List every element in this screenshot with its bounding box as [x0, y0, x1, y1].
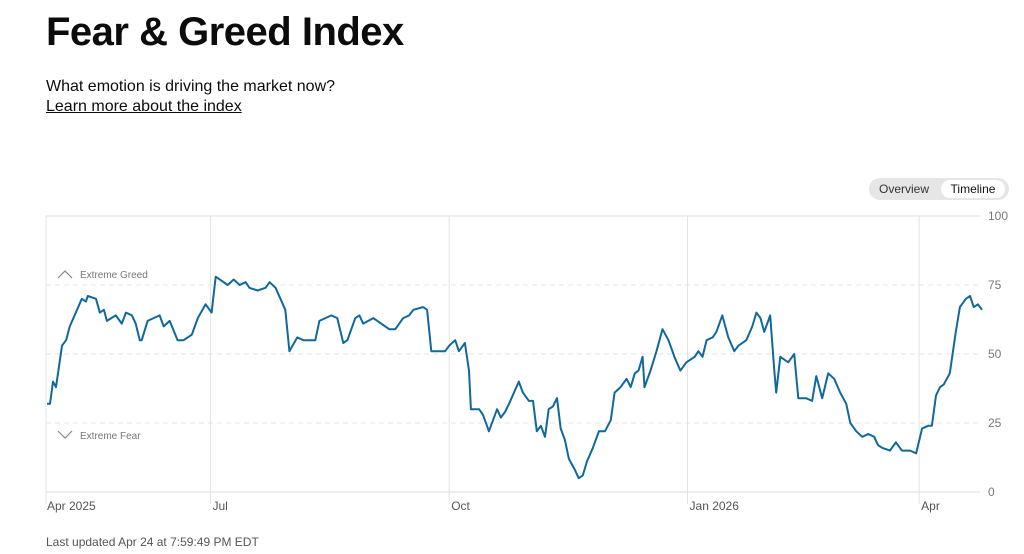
chevron-down-icon: [57, 430, 73, 439]
x-tick-label: Jul: [213, 499, 228, 513]
y-tick-label: 100: [988, 209, 1008, 223]
index-line: [47, 275, 983, 480]
view-toggle: Overview Timeline: [869, 178, 1009, 200]
page-subtitle: What emotion is driving the market now?: [46, 78, 336, 95]
y-tick-label: 0: [988, 485, 995, 499]
learn-more-link[interactable]: Learn more about the index: [46, 98, 242, 115]
x-tick-label: Apr 2025: [47, 499, 96, 513]
y-tick-label: 75: [988, 278, 1002, 292]
timeline-tab[interactable]: Timeline: [941, 180, 1005, 198]
last-updated: Last updated Apr 24 at 7:59:49 PM EDT: [46, 535, 259, 549]
x-tick-label: Jan 2026: [690, 499, 740, 513]
zone-label: Extreme Fear: [80, 431, 141, 442]
overview-tab[interactable]: Overview: [878, 182, 929, 196]
page-title: Fear & Greed Index: [46, 10, 404, 54]
chevron-up-icon: [57, 270, 73, 279]
x-tick-label: Oct: [451, 499, 470, 513]
zone-label: Extreme Greed: [80, 270, 148, 281]
x-tick-label: Apr: [921, 499, 940, 513]
y-tick-label: 25: [988, 416, 1002, 430]
y-tick-label: 50: [988, 347, 1002, 361]
